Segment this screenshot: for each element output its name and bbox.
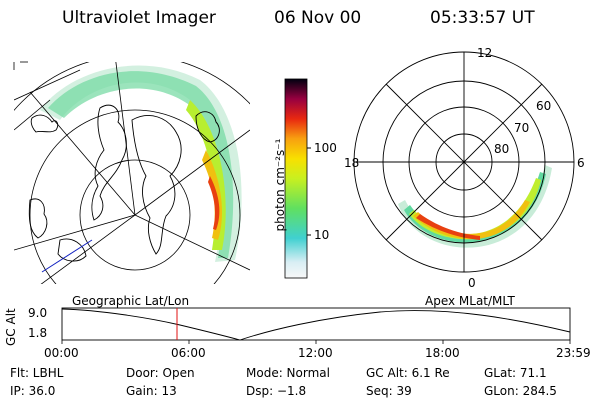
info-mode: Mode: Normal bbox=[246, 366, 330, 380]
instrument-title: Ultraviolet Imager bbox=[62, 8, 216, 28]
time-label: 05:33:57 UT bbox=[430, 8, 535, 28]
info-ip: IP: 36.0 bbox=[10, 384, 56, 398]
info-glat: GLat: 71.1 bbox=[484, 366, 547, 380]
date-label: 06 Nov 00 bbox=[274, 8, 362, 28]
altitude-xtick-0000: 00:00 bbox=[44, 346, 79, 360]
colorbar-tick-100: 100 bbox=[314, 141, 337, 155]
altitude-xtick-1800: 18:00 bbox=[425, 346, 460, 360]
projection-left-label: Geographic Lat/Lon bbox=[72, 294, 190, 308]
altitude-xtick-1200: 12:00 bbox=[298, 346, 333, 360]
altitude-ytick-9: 9.0 bbox=[28, 306, 48, 320]
lat-ring-80: 80 bbox=[494, 142, 510, 156]
altitude-ytick-1-8: 1.8 bbox=[28, 326, 48, 340]
info-seq: Seq: 39 bbox=[366, 384, 412, 398]
info-door: Door: Open bbox=[126, 366, 195, 380]
projection-right-label: Apex MLat/MLT bbox=[425, 294, 515, 308]
info-glon: GLon: 284.5 bbox=[484, 384, 557, 398]
colorbar-tick-10: 10 bbox=[314, 228, 330, 242]
polar-label-12: 12 bbox=[477, 46, 493, 60]
altitude-ylabel: GC Alt bbox=[4, 308, 18, 346]
lat-ring-60: 60 bbox=[536, 99, 552, 113]
altitude-xtick-0600: 06:00 bbox=[171, 346, 206, 360]
lat-ring-70: 70 bbox=[514, 121, 530, 135]
info-gc-alt: GC Alt: 6.1 Re bbox=[366, 366, 450, 380]
polar-label-6: 6 bbox=[577, 156, 585, 170]
polar-label-0: 0 bbox=[468, 276, 476, 290]
info-gain: Gain: 13 bbox=[126, 384, 177, 398]
info-dsp: Dsp: −1.8 bbox=[246, 384, 307, 398]
info-flt: Flt: LBHL bbox=[10, 366, 64, 380]
polar-label-18: 18 bbox=[344, 156, 360, 170]
altitude-xtick-2359: 23:59 bbox=[556, 346, 591, 360]
